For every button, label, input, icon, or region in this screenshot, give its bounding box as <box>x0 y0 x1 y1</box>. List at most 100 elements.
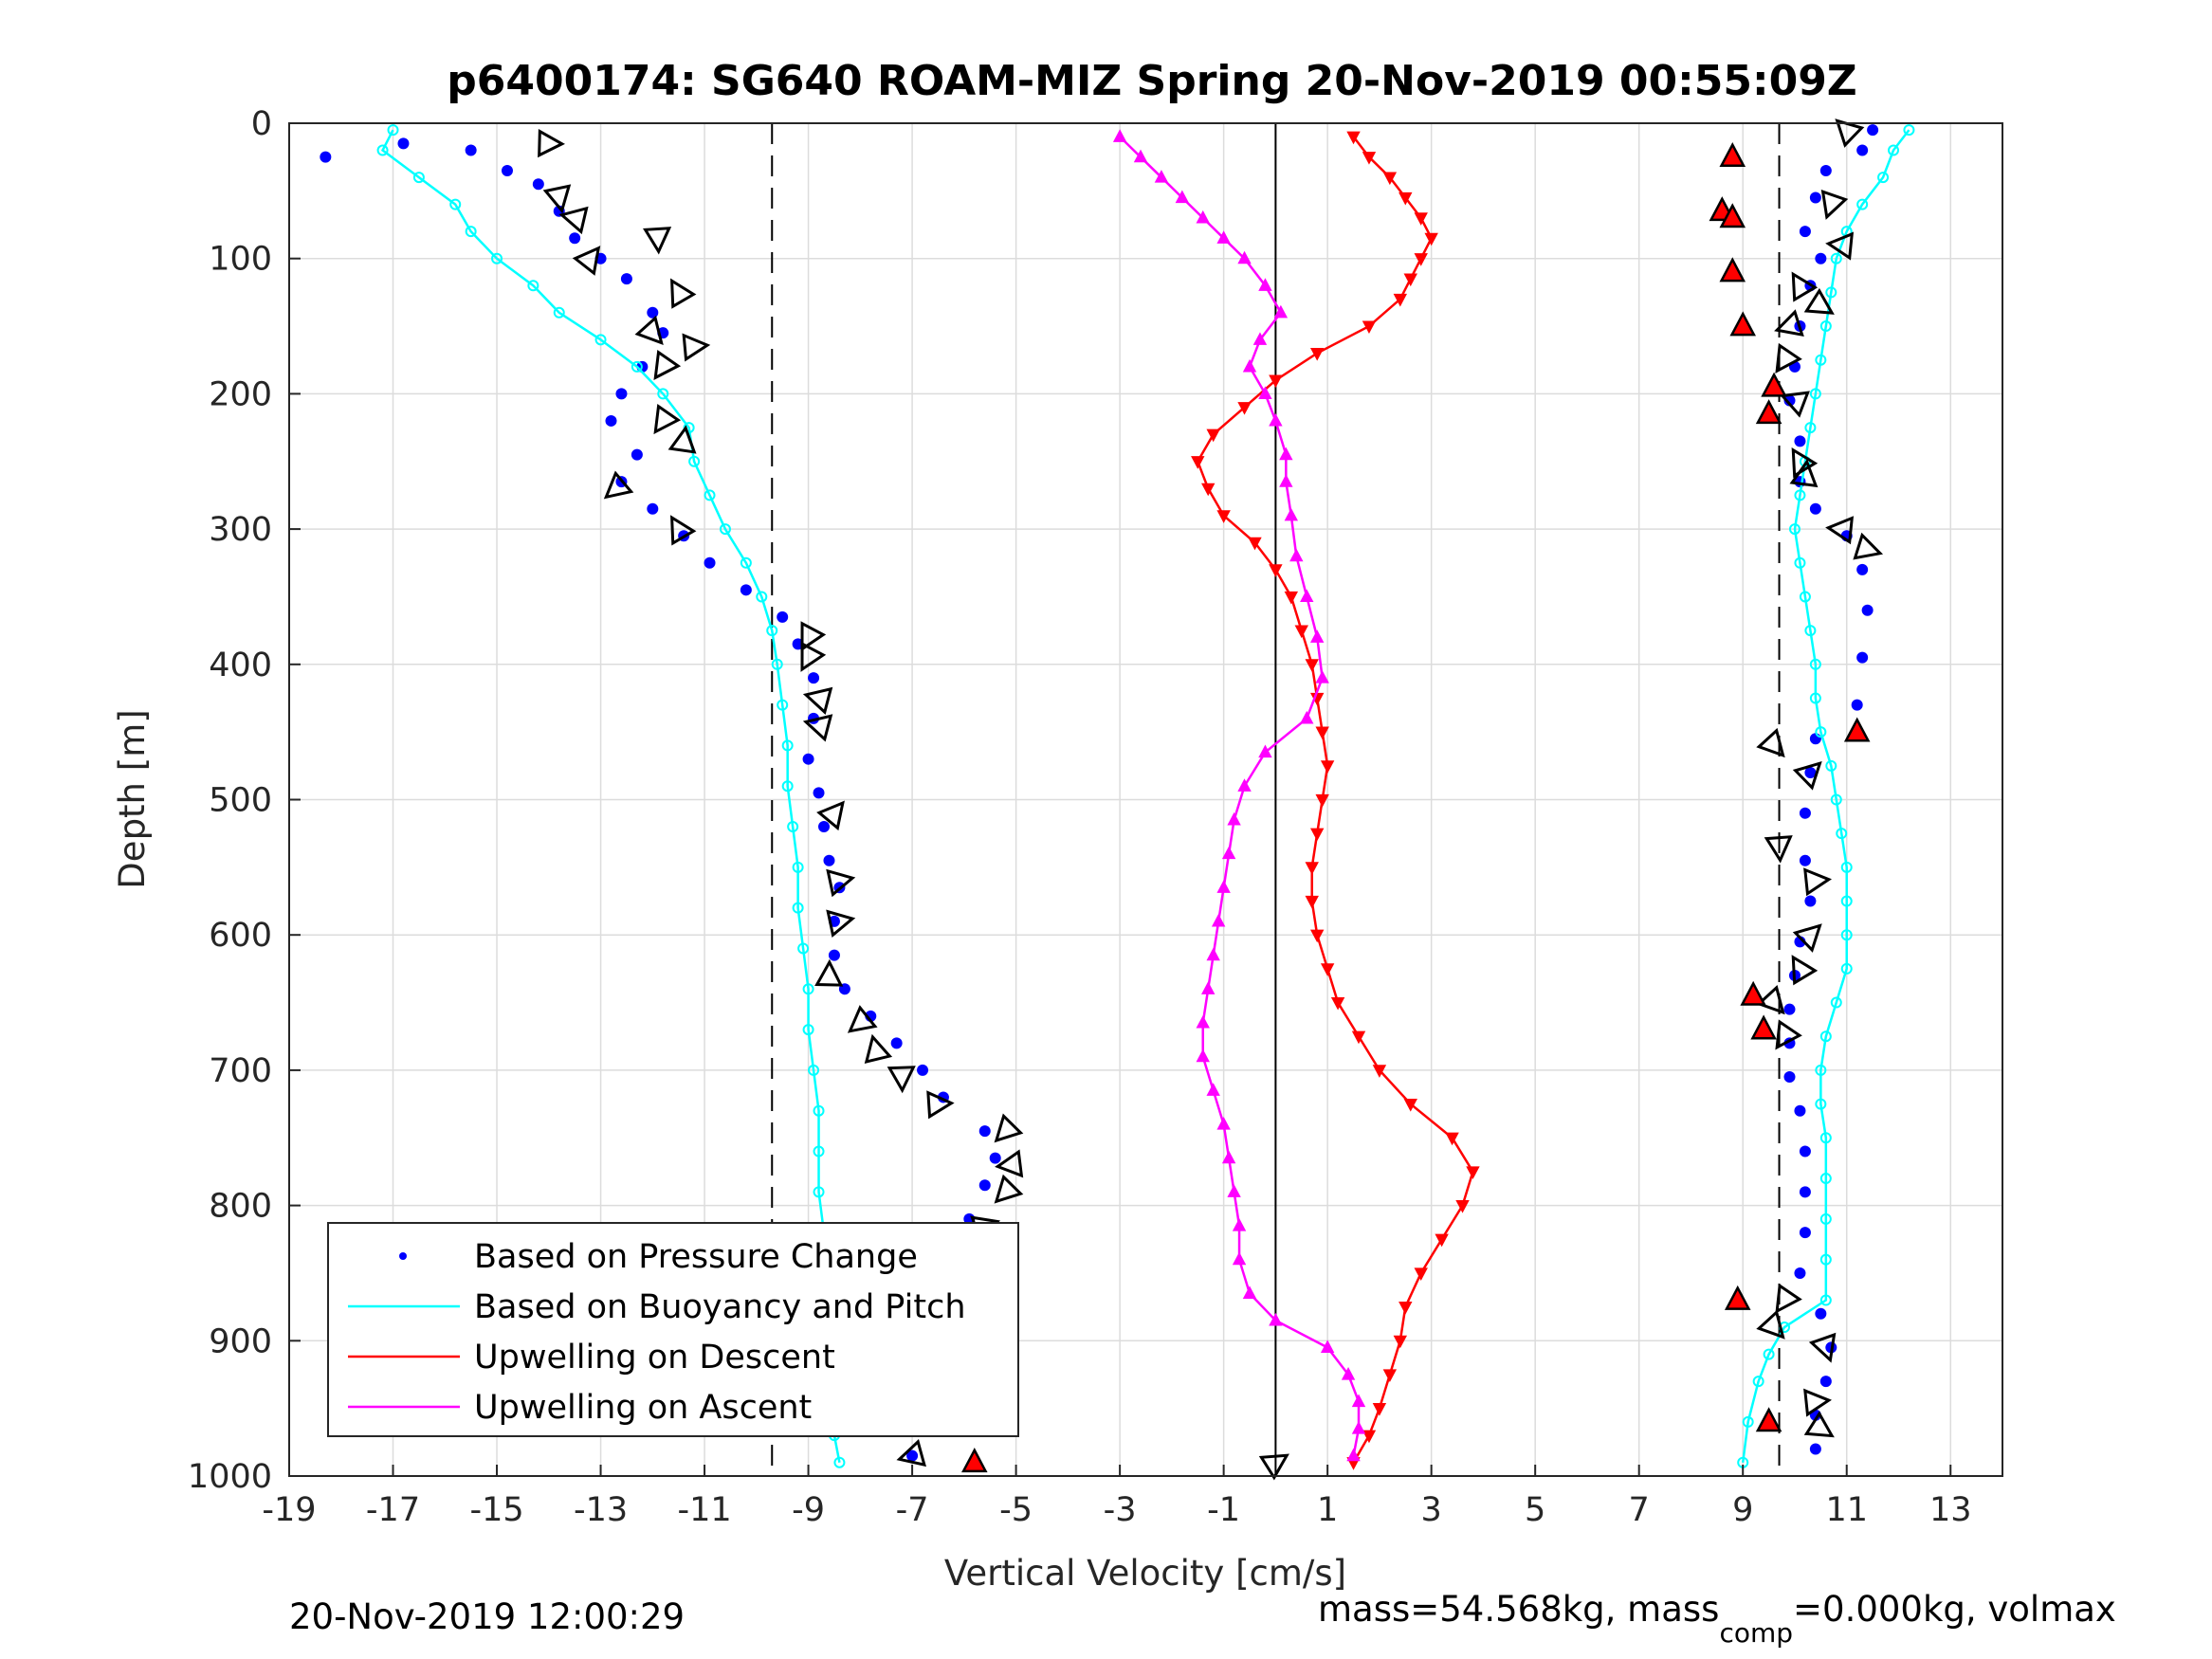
footer-mass-sub: comp <box>1719 1617 1793 1649</box>
data-point <box>1809 388 1821 400</box>
marker-point <box>1756 985 1785 1015</box>
data-point <box>387 124 399 137</box>
data-point <box>802 1024 814 1036</box>
data-point <box>1393 1335 1408 1349</box>
data-point <box>1310 929 1325 943</box>
marker-point <box>1755 399 1782 425</box>
data-point <box>1258 744 1272 758</box>
data-point <box>797 942 810 955</box>
y-tick-label: 100 <box>209 241 272 279</box>
data-point <box>1305 862 1319 875</box>
data-point <box>376 144 389 156</box>
data-point <box>1393 293 1408 307</box>
data-point <box>594 334 607 346</box>
data-point <box>1315 670 1329 684</box>
data-point <box>1466 1166 1480 1179</box>
marker-point <box>670 278 697 309</box>
legend-swatch <box>399 1252 407 1260</box>
data-point <box>1279 474 1293 487</box>
data-point <box>1289 548 1304 562</box>
data-point <box>1237 250 1252 264</box>
data-point <box>1232 1251 1247 1266</box>
data-point <box>1799 1186 1811 1198</box>
marker-point <box>1825 231 1855 261</box>
data-point <box>1819 1294 1832 1306</box>
marker-point <box>1808 1332 1837 1363</box>
marker-point <box>1843 717 1871 742</box>
x-tick-label: 5 <box>1525 1491 1545 1529</box>
data-point <box>465 226 477 238</box>
marker-point <box>1775 1019 1802 1050</box>
data-point <box>1815 726 1827 738</box>
data-point <box>802 983 814 995</box>
data-point <box>1112 129 1127 142</box>
data-point <box>1856 144 1869 156</box>
marker-point <box>1792 923 1822 953</box>
data-point <box>1809 191 1821 204</box>
data-point <box>1196 1048 1210 1063</box>
x-tick-label: -1 <box>1207 1491 1240 1529</box>
y-tick-label: 600 <box>209 917 272 955</box>
data-point <box>1414 1267 1428 1281</box>
data-point <box>620 273 632 285</box>
marker-point <box>961 1448 988 1473</box>
data-point <box>1206 1083 1220 1096</box>
marker-point <box>926 1090 955 1120</box>
data-point <box>1300 589 1314 603</box>
data-point <box>1819 1132 1832 1144</box>
marker-point <box>1803 1388 1832 1417</box>
data-point <box>1227 811 1241 826</box>
data-point <box>1445 1132 1459 1146</box>
data-point <box>802 753 814 765</box>
data-point <box>1819 320 1832 333</box>
marker-point <box>603 470 634 500</box>
data-point <box>781 780 794 793</box>
data-point <box>1403 273 1417 287</box>
data-point <box>1783 394 1796 407</box>
data-point <box>1372 1403 1387 1416</box>
x-tick-label: 1 <box>1317 1491 1338 1529</box>
data-point <box>1372 1065 1387 1078</box>
data-point <box>1258 386 1272 399</box>
data-point <box>890 1037 903 1049</box>
data-point <box>1819 1253 1832 1266</box>
series-group <box>1737 124 1915 1468</box>
data-point <box>740 556 752 569</box>
marker-point <box>1756 1309 1785 1340</box>
marker-point <box>1755 1407 1782 1432</box>
data-point <box>787 821 799 833</box>
x-tick-label: 3 <box>1421 1491 1442 1529</box>
data-point <box>631 360 643 373</box>
marker-point <box>800 641 827 672</box>
data-point <box>1799 854 1811 866</box>
data-point <box>1861 604 1874 616</box>
data-point <box>1783 1003 1796 1015</box>
data-point <box>777 699 789 711</box>
marker-point <box>1724 1285 1751 1310</box>
data-point <box>1362 320 1377 335</box>
data-point <box>766 625 778 637</box>
data-point <box>1211 913 1226 927</box>
data-point <box>1346 131 1361 145</box>
data-point <box>1300 710 1314 724</box>
data-point <box>1794 1267 1806 1279</box>
legend-box <box>327 1222 1019 1437</box>
footer-mass-info: mass=54.568kg, masscomp=0.000kg, volmax <box>1318 1589 2116 1649</box>
marker-point <box>1719 203 1746 228</box>
data-point <box>1867 124 1879 137</box>
marker-point <box>670 515 697 546</box>
data-point <box>1840 929 1853 941</box>
footer-mass-main: mass=54.568kg, mass <box>1318 1589 1719 1630</box>
data-point <box>1382 1369 1398 1382</box>
data-point <box>808 1064 820 1076</box>
data-point <box>1196 210 1210 224</box>
marker-point <box>826 909 856 939</box>
marker-point <box>682 333 711 362</box>
marker-point <box>1719 142 1746 168</box>
data-point <box>1830 793 1842 806</box>
series-line <box>1741 129 1910 1463</box>
data-point <box>1201 483 1216 497</box>
data-point <box>1888 144 1900 156</box>
data-point <box>1799 1227 1811 1239</box>
x-tick-label: -17 <box>366 1491 420 1529</box>
